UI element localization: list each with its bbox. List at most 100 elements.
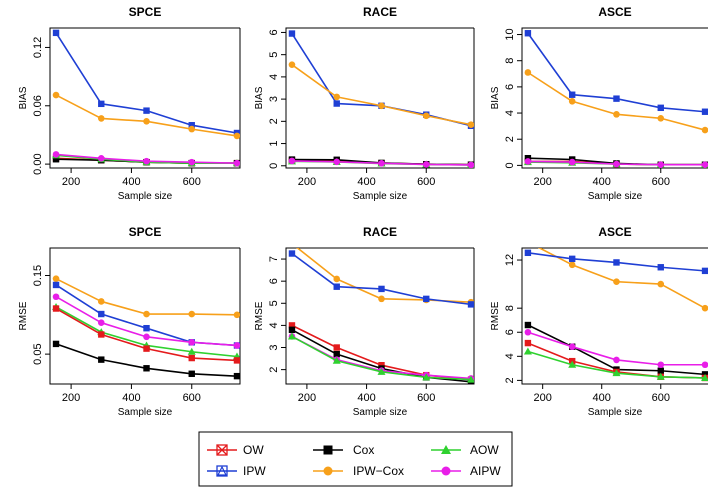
series-group [287, 30, 474, 168]
point-aipw [524, 158, 532, 165]
x-tick-label: 400 [122, 392, 140, 404]
x-tick-label: 200 [298, 176, 316, 188]
y-tick-label: 0.00 [32, 153, 44, 174]
series-group [52, 275, 240, 380]
y-tick-label: 0.15 [32, 265, 44, 286]
series-line-ipw-cox [291, 64, 472, 126]
legend-marker [441, 466, 451, 476]
x-tick-label: 400 [122, 176, 140, 188]
point-aipw [568, 158, 576, 166]
point-ipw [524, 249, 532, 257]
point-ipw [333, 283, 340, 290]
y-tick-label: 8 [504, 58, 516, 64]
point-ipw [657, 104, 664, 112]
y-tick-label: 6 [504, 329, 516, 335]
y-tick-label: 0.06 [32, 95, 44, 116]
point-ow [143, 345, 150, 352]
y-tick-label: 4 [504, 353, 516, 359]
x-axis-label: Sample size [353, 407, 408, 418]
legend-marker [216, 465, 228, 477]
point-ipw-cox [233, 311, 240, 319]
x-axis-label: Sample size [588, 191, 643, 202]
point-aipw [613, 356, 620, 364]
point-aow [656, 372, 665, 380]
x-tick-label: 400 [357, 392, 375, 404]
point-cox [333, 350, 340, 358]
y-tick-label: 0 [268, 163, 280, 169]
point-ipw-cox [378, 295, 385, 303]
x-tick-label: 200 [62, 392, 80, 404]
point-aipw [52, 151, 60, 158]
point-ow [98, 331, 105, 338]
point-ipw [568, 255, 576, 263]
y-tick-label: 5 [268, 300, 280, 306]
point-aow [377, 367, 386, 375]
y-tick-label: 4 [268, 74, 280, 80]
point-ipw [333, 100, 340, 107]
x-axis-label: Sample size [118, 407, 173, 418]
point-ipw-cox [188, 125, 196, 133]
legend-marker [323, 466, 333, 476]
point-ow [524, 339, 532, 347]
y-tick-label: 12 [504, 254, 516, 266]
panel-4: SPCE 200 400 600 Sample size 0.05 0.15 RMSE [18, 225, 241, 418]
point-cox [233, 372, 240, 380]
y-tick-label: 0.05 [32, 343, 44, 364]
plot-frame [521, 27, 708, 169]
y-tick-label: 6 [268, 278, 280, 284]
x-axis-label: Sample size [118, 191, 173, 202]
panel-title: SPCE [129, 5, 162, 19]
point-aipw [52, 293, 60, 301]
x-tick-label: 600 [652, 392, 670, 404]
point-aow [187, 347, 196, 355]
point-ipw-cox [97, 298, 105, 305]
x-tick-label: 400 [593, 392, 611, 404]
point-ipw [613, 259, 620, 266]
series-group [287, 248, 474, 384]
point-aow [523, 347, 532, 355]
panel-5: RACE 200 400 600 Sample size 2 3 4 5 6 7 RMSE [254, 225, 475, 418]
point-ipw-cox [525, 239, 532, 246]
point-ipw-cox [701, 126, 708, 134]
point-ipw [188, 122, 195, 129]
series-line-ipw-cox [55, 277, 237, 316]
point-aipw [233, 159, 240, 167]
point-ipw [288, 250, 296, 257]
panel-6: ASCE 200 400 600 Sample size 2 4 6 8 12 RMSE [490, 225, 708, 418]
point-aipw [333, 158, 341, 166]
legend-label: IPW [243, 464, 266, 478]
legend-entry-ow: OW [207, 443, 264, 457]
y-tick-label: 6 [504, 84, 516, 90]
panel-title: RACE [363, 5, 397, 19]
legend-marker [216, 444, 228, 456]
point-ipw-cox [378, 102, 385, 110]
panel-title: SPCE [129, 225, 162, 239]
point-ipw-cox [422, 112, 430, 120]
series-group [523, 30, 708, 168]
point-cox [288, 326, 296, 334]
point-aipw [657, 161, 665, 168]
point-aipw [188, 339, 196, 346]
point-ipw [423, 295, 430, 303]
point-ipw-cox [613, 278, 620, 285]
point-aow [422, 373, 431, 381]
series-line-ipw-cox [537, 248, 706, 309]
point-ow [188, 354, 195, 362]
panel-1: SPCE 200 400 600 Sample size 0.00 0.06 0.12 BIAS [18, 5, 241, 202]
y-tick-label: 8 [504, 305, 516, 311]
legend: OW IPW Cox IPW−Cox AOW AIPW [198, 431, 513, 487]
legend-entry-aipw: AIPW [431, 464, 501, 478]
y-tick-label: 2 [504, 377, 516, 383]
x-tick-label: 600 [652, 176, 670, 188]
y-axis-label: RMSE [490, 301, 501, 330]
point-cox [524, 321, 532, 329]
point-aipw [233, 342, 240, 349]
y-tick-label: 10 [504, 28, 516, 40]
y-tick-label: 0.12 [32, 37, 44, 58]
plot-frame [49, 27, 241, 169]
y-axis-label: BIAS [254, 86, 265, 109]
point-ipw-cox [613, 111, 620, 118]
panel-3: ASCE 200 400 600 Sample size 0 2 4 6 8 10 BIAS [490, 5, 708, 202]
point-ipw-cox [233, 132, 240, 140]
y-tick-label: 4 [504, 110, 516, 116]
